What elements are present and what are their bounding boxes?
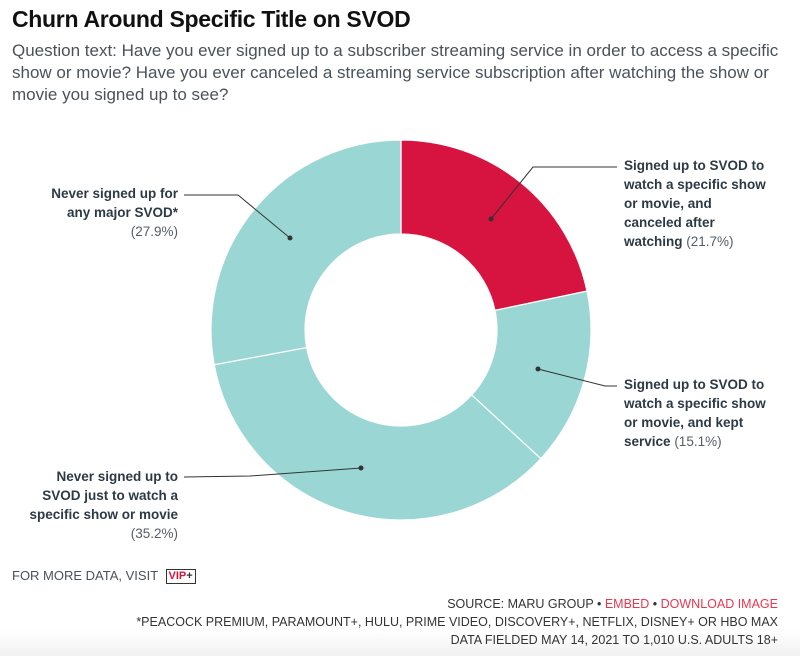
leader-canceled bbox=[490, 166, 617, 220]
separator: • bbox=[649, 597, 661, 611]
label-never-any-line: any major SVOD* bbox=[66, 205, 178, 220]
source-text: SOURCE: MARU GROUP bbox=[447, 597, 594, 611]
donut-chart bbox=[183, 139, 617, 521]
label-never-specific-line: SVOD just to watch a bbox=[42, 488, 178, 503]
slice-never-specific bbox=[213, 346, 542, 521]
label-never-specific-pct: (35.2%) bbox=[130, 526, 178, 541]
label-canceled: Signed up to SVOD to watch a specific sh… bbox=[624, 156, 794, 251]
label-canceled-line: watch a specific show bbox=[624, 177, 766, 192]
leader-never-specific bbox=[183, 467, 362, 478]
footnote: *PEACOCK PREMIUM, PARAMOUNT+, HULU, PRIM… bbox=[136, 615, 778, 629]
label-kept: Signed up to SVOD to watch a specific sh… bbox=[624, 375, 794, 451]
vip-plus-sign: + bbox=[186, 570, 193, 582]
label-kept-line: watch a specific show bbox=[624, 396, 766, 411]
label-never-specific-line: specific show or movie bbox=[29, 507, 178, 522]
vip-text: VIP bbox=[168, 570, 187, 582]
label-canceled-line: Signed up to SVOD to bbox=[624, 158, 765, 173]
chart-title: Churn Around Specific Title on SVOD bbox=[12, 6, 411, 32]
download-image-link[interactable]: DOWNLOAD IMAGE bbox=[660, 597, 778, 611]
question-text: Question text: Have you ever signed up t… bbox=[12, 41, 779, 104]
label-canceled-line: canceled after bbox=[624, 215, 715, 230]
leader-kept-dot bbox=[535, 366, 541, 372]
label-never-specific-line: Never signed up to bbox=[56, 469, 178, 484]
label-kept-line: Signed up to SVOD to bbox=[624, 377, 765, 392]
more-data: FOR MORE DATA, VISIT VIP+ bbox=[12, 568, 196, 584]
label-never-any-line: Never signed up for bbox=[51, 186, 178, 201]
separator: • bbox=[593, 597, 605, 611]
leader-kept bbox=[537, 368, 617, 387]
label-canceled-line: or movie, and bbox=[624, 196, 712, 211]
leader-never-any bbox=[184, 194, 291, 239]
source-line: SOURCE: MARU GROUP • EMBED • DOWNLOAD IM… bbox=[447, 596, 778, 612]
label-kept-line: or movie, and kept bbox=[624, 415, 744, 430]
leader-canceled-dot bbox=[488, 216, 494, 222]
label-canceled-pct: (21.7%) bbox=[686, 234, 734, 249]
slice-canceled bbox=[400, 139, 588, 312]
bottom-band bbox=[0, 630, 800, 656]
leader-never-any-dot bbox=[287, 235, 293, 241]
vip-plus-link[interactable]: VIP+ bbox=[165, 569, 196, 584]
embed-link[interactable]: EMBED bbox=[604, 597, 650, 611]
label-kept-pct: (15.1%) bbox=[674, 434, 722, 449]
more-data-text: FOR MORE DATA, VISIT bbox=[12, 568, 158, 583]
label-kept-line: service bbox=[624, 434, 671, 449]
slice-never-any bbox=[210, 139, 402, 366]
label-never-specific: Never signed up to SVOD just to watch a … bbox=[0, 467, 178, 543]
data-fielded: DATA FIELDED MAY 14, 2021 TO 1,010 U.S. … bbox=[450, 633, 778, 647]
label-never-any: Never signed up for any major SVOD* (27.… bbox=[0, 184, 178, 241]
leader-never-specific-dot bbox=[358, 465, 364, 471]
label-never-any-pct: (27.9%) bbox=[130, 224, 178, 239]
label-canceled-line: watching bbox=[624, 234, 683, 249]
